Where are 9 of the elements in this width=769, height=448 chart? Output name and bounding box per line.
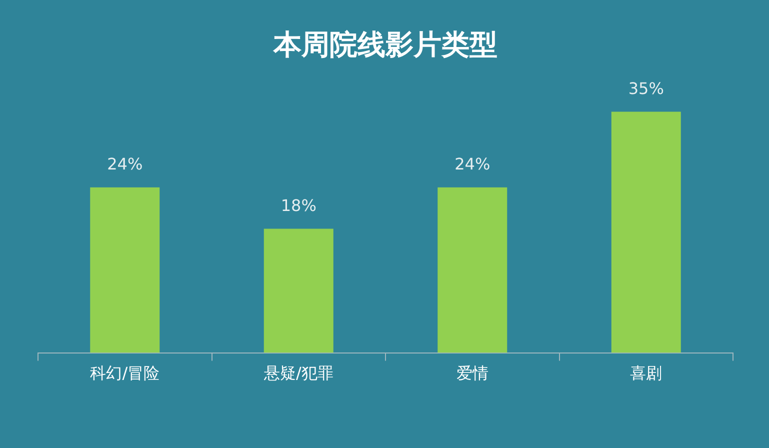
data-label: 18% [280, 196, 316, 215]
x-tick-label: 喜剧 [630, 364, 662, 383]
data-label: 35% [628, 78, 664, 98]
x-tick-label: 爱情 [456, 364, 488, 383]
chart-title: 本周院线影片类型 [272, 28, 498, 62]
data-label: 24% [107, 154, 143, 174]
data-label: 24% [454, 154, 490, 174]
x-tick-label: 悬疑/犯罪 [262, 364, 334, 383]
x-tick-label: 科幻/冒险 [90, 364, 160, 383]
